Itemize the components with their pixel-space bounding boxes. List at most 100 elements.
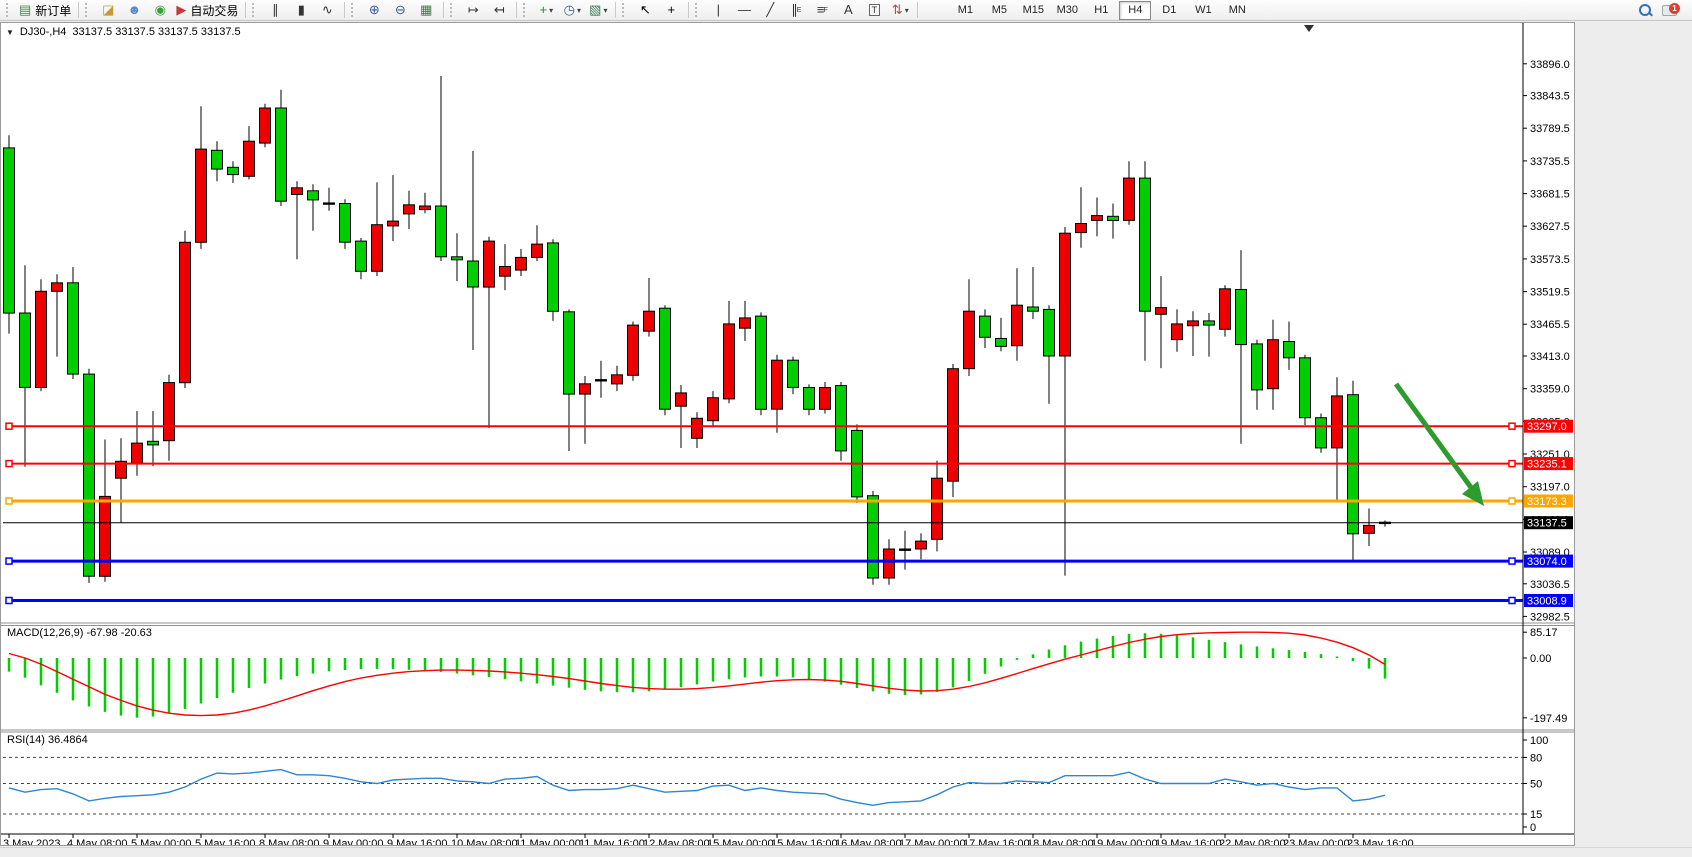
chat-icon[interactable]: 1 [1662,3,1680,17]
candle-body [387,220,399,227]
line-anchor-handle[interactable] [5,422,13,430]
new-order-button[interactable]: ▤ 新订单 [16,0,74,20]
date-tick-label: 17 May 00:00 [899,838,966,845]
bar-chart-button[interactable]: ∥ [262,0,288,20]
chart-shift-marker[interactable] [1304,25,1314,32]
chart-shift-button[interactable]: ↤ [486,0,512,20]
line-anchor-handle[interactable] [5,497,13,505]
line-anchor-handle[interactable] [1508,497,1516,505]
arrows-button[interactable]: ⇅ ▾ [887,0,913,20]
candlestick-button[interactable]: ▮ [288,0,314,20]
date-tick-label: 22 May 08:00 [1219,838,1286,845]
macd-histogram-bar [887,658,891,694]
fibo-icon: ≡ [816,2,825,17]
candle-body [915,540,927,550]
macd-histogram-bar [1351,658,1355,661]
timeframe-button-h1[interactable]: H1 [1094,4,1109,16]
line-anchor-handle[interactable] [5,459,13,468]
rsi-axis-label: 100 [1530,735,1548,747]
macd-histogram-bar [999,658,1003,667]
macd-histogram-bar [487,658,491,678]
line-anchor-handle[interactable] [1508,557,1516,565]
price-tag [1524,516,1573,530]
tile-windows-button[interactable]: ▦ [413,0,439,20]
template-icon: ▧ [589,2,602,17]
candle-body [579,383,591,395]
candle-body [531,243,543,258]
vertical-line-button[interactable]: | [705,0,731,20]
macd-histogram-bar [1239,644,1243,658]
price-tick-label: 33573.5 [1530,254,1570,266]
chevron-down-icon[interactable]: ▾ [904,5,909,15]
timeframe-button-m5[interactable]: M5 [991,4,1007,16]
timeframe-button-w1[interactable]: W1 [1195,4,1212,16]
line-anchor-handle[interactable] [1508,596,1516,605]
toolbar-grip [523,3,530,17]
line-chart-button[interactable]: ∿ [314,0,340,20]
trendline-button[interactable]: ╱ [757,0,783,20]
macd-axis-label: 85.17 [1530,627,1558,639]
text-button[interactable]: A [835,0,861,20]
macd-histogram-bar [375,658,379,669]
trend-arrow-annotation[interactable] [1393,382,1478,495]
zoom-in-button[interactable]: ⊕ [361,0,387,20]
price-tick-label: 33735.5 [1530,156,1570,168]
zoom-out-button[interactable]: ⊖ [387,0,413,20]
line-anchor-handle[interactable] [1508,422,1516,430]
templates-button[interactable]: ▧ ▾ [585,0,611,20]
indicators-button[interactable]: + ▾ [533,0,559,20]
macd-histogram-bar [759,658,763,677]
crosshair-button[interactable]: + [658,0,684,20]
search-icon[interactable] [1638,3,1653,17]
date-tick-label: 9 May 16:00 [387,838,448,845]
line-anchor-handle[interactable] [5,596,13,605]
auto-scroll-button[interactable]: ↦ [460,0,486,20]
macd-histogram-bar [215,658,219,698]
signals-button[interactable]: ◉ [147,0,173,20]
candle-body [803,387,815,410]
macd-histogram-bar [807,658,811,680]
chart-canvas: 33896.0 33843.5 33789.5 33735.5 33681.5 33627… [1,23,1574,845]
price-tick-label: 33465.5 [1530,319,1570,331]
candle-body [787,359,799,388]
chart-dropdown-icon[interactable]: ▼ [6,27,14,37]
chevron-down-icon[interactable]: ▾ [603,5,608,15]
timeframe-button-m1[interactable]: M1 [957,4,973,16]
cursor-button[interactable]: ↖ [632,0,658,20]
periods-button[interactable]: ◷ ▾ [559,0,585,20]
text-label-button[interactable]: T [861,0,887,20]
macd-histogram-bar [983,658,987,674]
styler-button[interactable]: ◪ [95,0,121,20]
line-anchor-handle[interactable] [5,557,13,565]
candle-body [771,359,783,410]
horizontal-line-button[interactable]: — [731,0,757,20]
rsi-axis-label: 15 [1530,809,1542,821]
candle-body [1267,339,1279,390]
channel-button[interactable]: ∥ E [783,0,809,20]
macd-axis-label: -197.49 [1530,713,1567,725]
timeframe-button-m15[interactable]: M15 [1022,4,1045,16]
clock-icon: ◷ [563,2,575,17]
chart-shift-icon: ↤ [493,2,505,17]
timeframe-button-m30[interactable]: M30 [1056,4,1079,16]
timeframe-button-d1[interactable]: D1 [1162,4,1177,16]
candle-body [451,256,463,261]
date-tick-label: 9 May 00:00 [323,838,384,845]
chevron-down-icon[interactable]: ▾ [576,5,581,15]
timeframe-button-h4[interactable]: H4 [1119,0,1152,20]
macd-histogram-bar [791,658,795,678]
line-anchor-handle[interactable] [1508,459,1516,468]
price-tick-label: 33197.0 [1530,482,1570,494]
candle-body [147,440,159,446]
bucket-icon: ◪ [102,2,115,17]
macd-histogram-bar [407,658,411,670]
trend-arrow-head[interactable] [1462,481,1484,506]
candle-body [275,107,287,202]
timeframe-button-mn[interactable]: MN [1228,4,1246,16]
community-button[interactable]: ☻ [121,0,147,20]
toolbar-separator [443,2,445,18]
autotrading-button[interactable]: ▶ 自动交易 [173,0,241,20]
fibonacci-button[interactable]: ≡ F [809,0,835,20]
date-tick-label: 12 May 08:00 [643,838,710,845]
chevron-down-icon[interactable]: ▾ [549,5,554,15]
